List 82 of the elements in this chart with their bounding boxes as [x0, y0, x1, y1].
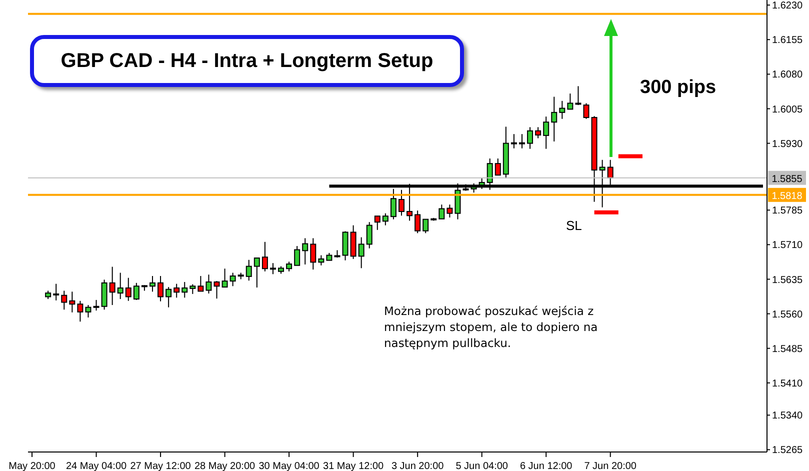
- candlestick: [575, 86, 582, 106]
- annotation: 300 pips: [640, 77, 716, 99]
- candlestick: [567, 93, 574, 110]
- candlestick: [149, 275, 156, 292]
- text: GBP CAD - H4 - Intra + Longterm Setup: [30, 35, 464, 87]
- y-tick-label: 1.5265: [772, 445, 804, 456]
- candlestick: [125, 277, 132, 302]
- candlestick: [374, 216, 380, 230]
- candlestick: [535, 126, 542, 139]
- x-tick-label: 7 Jun 20:00: [584, 461, 637, 471]
- annotation: SL: [566, 218, 582, 233]
- candlestick: [117, 272, 124, 300]
- x-tick-label: 6 Jun 12:00: [520, 461, 573, 471]
- candlestick: [101, 279, 108, 310]
- y-tick-label: 1.6080: [772, 70, 804, 81]
- candlestick: [166, 286, 172, 308]
- candlestick: [382, 212, 388, 226]
- candlestick: [190, 284, 196, 294]
- candlestick: [214, 280, 220, 300]
- y-tick-label: 1.5340: [772, 410, 804, 422]
- candlestick: [559, 100, 566, 120]
- candlestick: [93, 299, 100, 312]
- candlestick: [230, 272, 236, 287]
- y-tick-label: 1.5485: [772, 344, 804, 355]
- candlestick: [342, 230, 348, 261]
- candlestick: [174, 283, 180, 298]
- x-tick-label: May 20:00: [8, 461, 56, 471]
- candlestick: [414, 210, 421, 234]
- x-tick-label: 3 Jun 20:00: [391, 461, 444, 471]
- ref-line-label: 1.5818: [772, 190, 803, 202]
- candlestick: [53, 283, 60, 301]
- y-tick-label: 1.5930: [772, 138, 804, 150]
- ref-line-label: 1.5855: [772, 174, 803, 185]
- candlestick: [527, 126, 534, 150]
- candlestick: [206, 274, 212, 294]
- candlestick: [518, 134, 525, 149]
- candlestick: [286, 261, 292, 272]
- candlestick: [77, 300, 84, 322]
- candlestick: [543, 116, 550, 150]
- candlestick: [270, 262, 276, 275]
- candlestick: [246, 259, 252, 282]
- candlestick: [294, 246, 300, 266]
- x-tick-label: 28 May 20:00: [194, 461, 256, 471]
- candlestick: [494, 158, 501, 176]
- candlestick: [222, 268, 228, 288]
- y-tick-label: 1.5560: [772, 309, 804, 320]
- candlestick: [366, 222, 372, 249]
- candlestick: [158, 275, 164, 302]
- candlestick: [358, 236, 364, 269]
- candlestick: [133, 282, 140, 300]
- candlestick: [318, 254, 324, 266]
- candlestick: [422, 218, 429, 234]
- candlestick: [69, 291, 76, 313]
- candlestick: [61, 290, 68, 310]
- candlestick: [350, 224, 356, 260]
- candlestick: [182, 281, 188, 298]
- y-tick-label: 1.6230: [772, 0, 804, 12]
- candlestick: [510, 134, 517, 149]
- candlestick: [254, 258, 260, 288]
- y-tick-label: 1.6155: [772, 35, 804, 46]
- y-tick-label: 1.6005: [772, 104, 804, 116]
- y-tick-label: 1.5785: [772, 206, 804, 217]
- x-tick-label: 30 May 04:00: [258, 461, 320, 471]
- annotation: Można probować poszukać wejścia z mniejszym stopem, ale to dopiero na następnym pullbacku.: [384, 303, 599, 351]
- candlestick: [302, 238, 308, 265]
- candlestick: [551, 96, 558, 142]
- candlestick: [398, 189, 404, 216]
- x-tick-label: 5 Jun 04:00: [456, 461, 508, 471]
- candlestick: [438, 204, 445, 220]
- candlestick: [583, 102, 590, 120]
- candlestick: [262, 241, 268, 272]
- candlestick: [310, 238, 316, 270]
- candlestick: [446, 204, 453, 218]
- x-tick-label: 31 May 12:00: [323, 461, 384, 471]
- y-tick-label: 1.5710: [772, 240, 804, 252]
- x-tick-label: 24 May 04:00: [66, 461, 128, 471]
- candlestick: [85, 304, 92, 318]
- y-tick-label: 1.5410: [772, 378, 804, 390]
- candlestick: [109, 266, 116, 306]
- y-tick-label: 1.5635: [772, 274, 804, 286]
- x-tick-label: 27 May 12:00: [130, 461, 192, 471]
- candlestick: [198, 275, 204, 292]
